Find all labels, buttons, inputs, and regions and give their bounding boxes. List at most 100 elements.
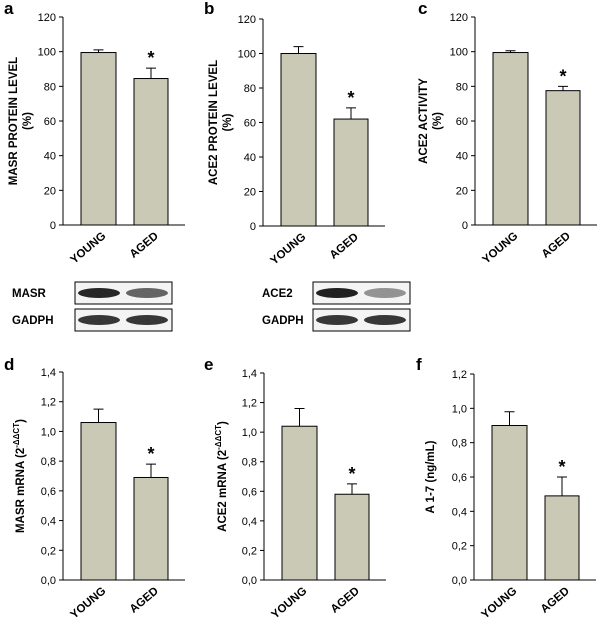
blot-band (78, 315, 120, 325)
error-bar (505, 50, 516, 53)
y-axis-label: ACE2 PROTEIN LEVEL (208, 60, 220, 185)
blot-frame (312, 308, 411, 332)
bar (280, 53, 317, 227)
y-tick-label: 0,8 (41, 456, 56, 468)
y-axis-label-superscript: -ΔΔCT (12, 423, 21, 448)
chart-panel: b ACE2 PROTEIN LEVEL (%) 0 20 40 60 80 100 120 YOU… (204, 0, 411, 332)
y-tick-label: 80 (456, 81, 468, 93)
significance-mark: * (348, 464, 355, 484)
y-tick-label: 20 (456, 185, 468, 197)
x-tick-label: YOUNG (68, 230, 108, 266)
bar (133, 78, 169, 226)
y-axis-label: MASR mRNA (2-ΔΔCT) (12, 419, 27, 533)
y-axis-label: MASR PROTEIN LEVEL (8, 57, 20, 185)
panel-letter: b (204, 0, 214, 18)
y-tick-label: 60 (456, 116, 468, 128)
x-tick-label: YOUNG (269, 585, 309, 621)
y-axis-label: ACE2 mRNA (2-ΔΔCT) (214, 421, 229, 532)
y-tick-label: 0 (462, 220, 468, 232)
y-tick-label: 1,4 (41, 367, 56, 379)
y-axis-label: ACE2 ACTIVITY (418, 78, 430, 164)
y-axis-label: (%) (222, 113, 234, 131)
error-bar (346, 107, 356, 120)
bar (545, 90, 581, 226)
y-tick-label: 0 (50, 220, 56, 232)
chart-panel: e ACE2 mRNA (2-ΔΔCT) 0,0 0,2 0,4 0,6 0,8 1,0 1,2… (204, 355, 386, 621)
y-axis-label: (%) (432, 112, 444, 130)
y-tick-label: 0,2 (452, 541, 467, 553)
y-tick-label: 1,4 (242, 368, 257, 380)
y-tick-label: 40 (244, 152, 256, 164)
x-tick-label: AGED (128, 230, 161, 261)
error-bar (93, 49, 104, 53)
x-tick-label: AGED (128, 585, 161, 616)
y-tick-label: 0,2 (41, 545, 56, 557)
x-tick-label: YOUNG (68, 585, 108, 621)
y-tick-label: 0,8 (452, 438, 467, 450)
bar (333, 118, 369, 227)
y-tick-label: 0,8 (242, 457, 257, 469)
y-tick-label: 1,2 (41, 397, 56, 409)
y-tick-label: 0,0 (41, 575, 56, 587)
y-tick-label: 80 (244, 83, 256, 95)
blot-band (316, 315, 358, 325)
y-tick-label: 0 (250, 221, 256, 233)
bar (492, 52, 529, 226)
chart-panel: f A 1-7 (ng/mL) 0,0 0,2 0,4 0,6 0,8 1,0 1,2 YOUNG… (416, 355, 596, 621)
error-bar (558, 85, 568, 91)
x-tick-label: AGED (328, 231, 361, 262)
x-tick-label: YOUNG (480, 230, 520, 266)
y-tick-label: 40 (456, 151, 468, 163)
bar (133, 476, 169, 581)
panel-letter: a (4, 0, 14, 18)
x-tick-label: AGED (329, 585, 362, 616)
blot-band (78, 288, 120, 298)
error-bar (293, 46, 304, 54)
y-tick-label: 0,4 (242, 516, 257, 528)
y-tick-label: 1,0 (242, 427, 257, 439)
y-axis-label: A 1-7 (ng/mL) (425, 440, 437, 513)
y-tick-label: 1,0 (41, 426, 56, 438)
y-tick-label: 0,0 (452, 575, 467, 587)
bar (544, 495, 580, 581)
blot-frame (312, 281, 411, 305)
chart-panel: a MASR PROTEIN LEVEL (%) 0 20 40 60 80 100 120 YOU… (4, 0, 185, 332)
blot-band (364, 315, 406, 325)
significance-mark: * (147, 444, 154, 464)
x-tick-label: AGED (540, 230, 573, 261)
x-tick-label: YOUNG (479, 585, 519, 621)
y-axis-label-superscript: -ΔΔCT (214, 425, 223, 450)
chart-panel: c ACE2 ACTIVITY (%) 0 20 40 60 80 100 120 YOUNG * AG… (418, 0, 597, 266)
y-tick-label: 120 (238, 14, 256, 26)
error-bar (504, 411, 515, 426)
blot-label: GADPH (262, 315, 304, 327)
blot-band (126, 288, 168, 298)
y-tick-label: 0,6 (41, 486, 56, 498)
y-axis-label-part: ) (15, 419, 27, 423)
y-tick-label: 20 (244, 187, 256, 199)
significance-mark: * (559, 66, 566, 86)
blot-frame (74, 281, 173, 305)
y-tick-label: 1,2 (242, 398, 257, 410)
significance-mark: * (558, 457, 565, 477)
y-tick-label: 1,0 (452, 403, 467, 415)
y-tick-label: 0,0 (242, 575, 257, 587)
blot-band (316, 288, 358, 298)
error-bar (93, 408, 104, 423)
panel-letter: e (204, 355, 213, 374)
y-tick-label: 0,6 (452, 472, 467, 484)
blot-band (126, 315, 168, 325)
chart-panel: d MASR mRNA (2-ΔΔCT) 0,0 0,2 0,4 0,6 0,8 1,0 1,2… (4, 355, 185, 621)
blot-label: ACE2 (262, 288, 293, 300)
y-tick-label: 100 (38, 47, 56, 59)
y-axis-label-part: MASR mRNA (2 (15, 448, 27, 533)
error-bar (146, 67, 156, 79)
error-bar (294, 407, 305, 427)
y-tick-label: 0,6 (242, 486, 257, 498)
bar (80, 52, 117, 226)
blot-band (364, 288, 406, 298)
x-tick-label: AGED (539, 585, 572, 616)
panel-letter: d (4, 355, 14, 374)
blot-frame (74, 308, 173, 332)
y-tick-label: 40 (44, 151, 56, 163)
